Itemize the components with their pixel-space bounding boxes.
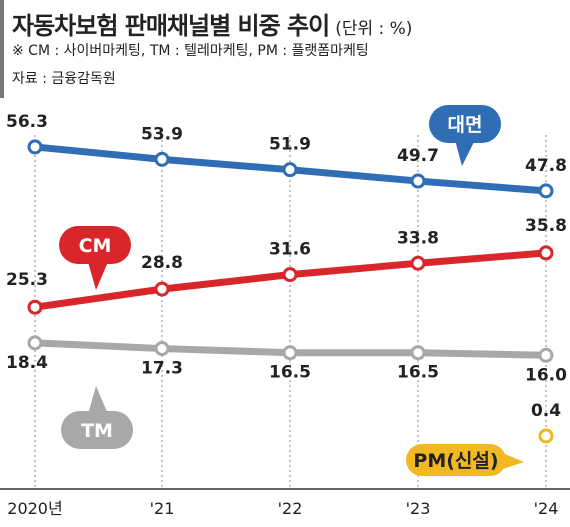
callout-tm-bubble bbox=[61, 411, 133, 449]
x-tick-label-4: '24 bbox=[534, 499, 559, 518]
callout-cm-tail bbox=[88, 262, 108, 290]
callout-cm-text: CM bbox=[79, 235, 112, 257]
chart-header: 자동차보험 판매채널별 비중 추이 (단위 : %) ※ CM : 사이버마케팅,… bbox=[0, 0, 570, 100]
x-tick-label-3: '23 bbox=[406, 499, 431, 518]
data-label-1-0: 25.3 bbox=[6, 270, 48, 290]
data-point-0-0 bbox=[27, 139, 43, 155]
data-label-0-1: 53.9 bbox=[141, 124, 183, 144]
data-point-1-2 bbox=[282, 267, 298, 283]
data-label-2-3: 16.5 bbox=[397, 363, 439, 383]
data-label-2-0: 18.4 bbox=[6, 353, 48, 373]
data-point-1-0 bbox=[27, 299, 43, 315]
data-label-1-3: 33.8 bbox=[397, 228, 439, 248]
data-label-0-2: 51.9 bbox=[269, 135, 311, 155]
data-label-3-4: 0.4 bbox=[531, 401, 561, 421]
x-tick-label-1: '21 bbox=[150, 499, 175, 518]
data-point-3-4 bbox=[538, 428, 554, 444]
data-point-1-1 bbox=[154, 281, 170, 297]
callout-cm-bubble bbox=[59, 226, 131, 264]
data-point-1-3 bbox=[410, 255, 426, 271]
chart-unit: (단위 : %) bbox=[335, 19, 413, 39]
chart-title: 자동차보험 판매채널별 비중 추이 (단위 : %) bbox=[12, 6, 412, 41]
data-point-1-4 bbox=[538, 245, 554, 261]
callout-pm-text: PM(신설) bbox=[413, 450, 498, 472]
data-point-0-1 bbox=[154, 151, 170, 167]
data-label-2-4: 16.0 bbox=[525, 365, 567, 385]
data-label-0-0: 56.3 bbox=[6, 112, 48, 132]
callout-pm-bubble bbox=[406, 444, 506, 476]
data-label-1-1: 28.8 bbox=[141, 253, 183, 273]
data-point-2-4 bbox=[538, 347, 554, 363]
data-point-2-0 bbox=[27, 335, 43, 351]
chart-title-text: 자동차보험 판매채널별 비중 추이 bbox=[12, 12, 330, 40]
data-label-2-2: 16.5 bbox=[269, 363, 311, 383]
callout-daemyeon-text: 대면 bbox=[448, 114, 483, 136]
data-label-1-2: 31.6 bbox=[269, 240, 311, 260]
chart-note: ※ CM : 사이버마케팅, TM : 텔레마케팅, PM : 플랫폼마케팅 bbox=[12, 43, 369, 59]
data-label-0-4: 47.8 bbox=[525, 156, 567, 176]
callout-daemyeon-bubble bbox=[429, 105, 501, 143]
data-point-2-1 bbox=[154, 341, 170, 357]
x-tick-label-0: 2020년 bbox=[7, 499, 62, 518]
data-point-2-2 bbox=[282, 345, 298, 361]
data-point-0-4 bbox=[538, 183, 554, 199]
callout-pm-tail bbox=[500, 452, 524, 470]
callout-tm-text: TM bbox=[81, 420, 113, 442]
data-point-0-3 bbox=[410, 173, 426, 189]
x-tick-label-2: '22 bbox=[278, 499, 303, 518]
data-point-0-2 bbox=[282, 162, 298, 178]
header-accent-bar bbox=[0, 0, 4, 98]
callout-daemyeon-tail bbox=[455, 140, 475, 166]
data-point-2-3 bbox=[410, 345, 426, 361]
data-label-0-3: 49.7 bbox=[397, 146, 439, 166]
chart-source: 자료 : 금융감독원 bbox=[12, 71, 116, 87]
data-label-2-1: 17.3 bbox=[141, 359, 183, 379]
callout-tm-tail bbox=[88, 386, 108, 414]
data-label-1-4: 35.8 bbox=[525, 216, 567, 236]
